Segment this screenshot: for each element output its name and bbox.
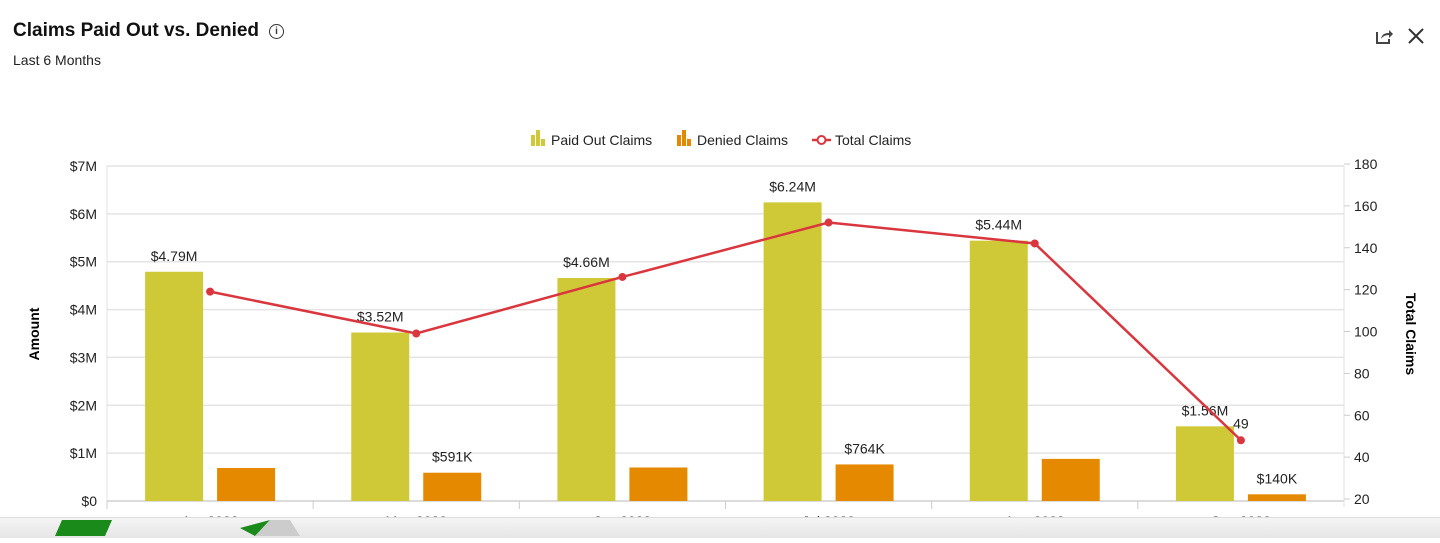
chart: $0 $1M $2M $3M $4M $5M $6M $7M 20 40 60 80 100 120 140… bbox=[26, 130, 1419, 517]
denied-bar bbox=[835, 464, 894, 501]
y-axis-title: Amount bbox=[26, 307, 42, 360]
y-tick-label: $4M bbox=[70, 302, 97, 318]
y-tick-label: $0 bbox=[81, 493, 97, 509]
y2-tick-label: 120 bbox=[1354, 282, 1378, 298]
denied-bar bbox=[629, 467, 688, 501]
denied-bar bbox=[1247, 494, 1306, 501]
y2-axis-title: Total Claims bbox=[1403, 293, 1419, 375]
y-tick-label: $3M bbox=[70, 349, 97, 365]
x-tick-label: Jun 2023 bbox=[594, 513, 652, 517]
denied-bar bbox=[1041, 458, 1100, 501]
data-label: 49 bbox=[1233, 415, 1249, 431]
legend-item: Paid Out Claims bbox=[551, 132, 652, 148]
paid-bar bbox=[351, 332, 410, 501]
paid-bar bbox=[145, 271, 204, 501]
x-tick-label: Aug 2023 bbox=[1005, 513, 1065, 517]
denied-bar bbox=[217, 467, 276, 501]
info-icon[interactable]: i bbox=[269, 24, 284, 39]
total-claims-line bbox=[209, 221, 1242, 442]
x-tick-label: May 2023 bbox=[386, 513, 448, 517]
data-label: $3.52M bbox=[357, 309, 404, 325]
data-label: $4.79M bbox=[151, 248, 198, 264]
y-tick-label: $6M bbox=[70, 206, 97, 222]
data-label: $591K bbox=[432, 449, 473, 465]
total-claims-point bbox=[1236, 436, 1245, 445]
chart-subtitle: Last 6 Months bbox=[13, 52, 101, 68]
y2-tick-label: 100 bbox=[1354, 324, 1378, 340]
legend-bar-icon bbox=[531, 135, 535, 146]
x-tick-label: Jul 2023 bbox=[802, 513, 855, 517]
legend-item: Denied Claims bbox=[697, 132, 788, 148]
y-tick-label: $2M bbox=[70, 397, 97, 413]
total-claims-point bbox=[824, 218, 833, 227]
paid-bar bbox=[557, 277, 616, 501]
y2-tick-label: 160 bbox=[1354, 198, 1378, 214]
y2-tick-label: 180 bbox=[1354, 156, 1378, 172]
y-tick-label: $7M bbox=[70, 158, 97, 174]
x-tick-label: Sep 2023 bbox=[1211, 513, 1271, 517]
total-claims-point bbox=[618, 272, 627, 281]
data-label: $5.44M bbox=[975, 217, 1022, 233]
paid-bar bbox=[763, 202, 822, 501]
legend-bar-icon bbox=[682, 130, 686, 146]
y2-tick-label: 20 bbox=[1354, 491, 1370, 507]
legend-bar-icon bbox=[677, 135, 681, 146]
x-tick-label: Apr 2023 bbox=[182, 513, 239, 517]
paid-bar bbox=[1175, 426, 1234, 501]
legend-line-icon bbox=[816, 135, 827, 145]
total-claims-point bbox=[1030, 239, 1039, 248]
background-widget-strip bbox=[0, 517, 1440, 538]
y2-tick-label: 80 bbox=[1354, 365, 1370, 381]
data-label: $4.66M bbox=[563, 254, 610, 270]
share-icon[interactable] bbox=[1374, 26, 1394, 46]
y-tick-label: $1M bbox=[70, 445, 97, 461]
page-title: Claims Paid Out vs. Denied bbox=[13, 20, 260, 41]
close-icon[interactable] bbox=[1406, 26, 1426, 46]
total-claims-point bbox=[412, 329, 421, 338]
y-tick-label: $5M bbox=[70, 254, 97, 270]
total-claims-point bbox=[206, 287, 215, 296]
data-label: $764K bbox=[844, 440, 885, 456]
data-label: $140K bbox=[1257, 470, 1298, 486]
legend-bar-icon bbox=[687, 139, 691, 146]
denied-bar bbox=[423, 472, 482, 501]
legend-bar-icon bbox=[536, 130, 540, 146]
legend-item: Total Claims bbox=[835, 132, 911, 148]
data-label: $6.24M bbox=[769, 178, 816, 194]
y2-tick-label: 40 bbox=[1354, 449, 1370, 465]
y2-tick-label: 60 bbox=[1354, 407, 1370, 423]
y2-tick-label: 140 bbox=[1354, 240, 1378, 256]
legend-bar-icon bbox=[541, 139, 545, 146]
data-label: $1.56M bbox=[1182, 402, 1229, 418]
paid-bar bbox=[969, 240, 1028, 501]
